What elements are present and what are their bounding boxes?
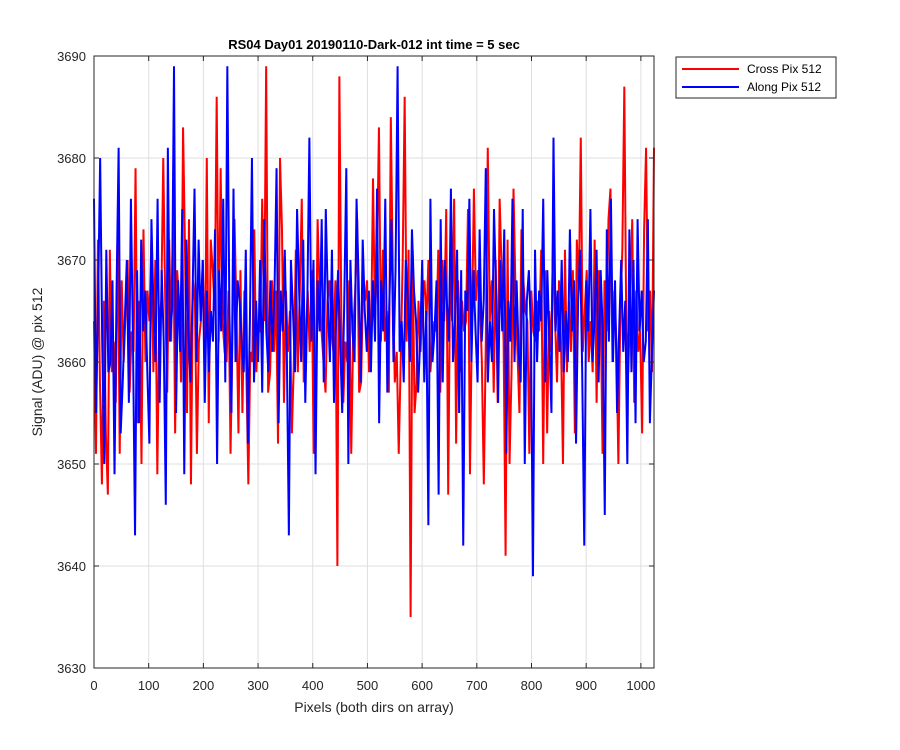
x-tick-label: 700 (466, 678, 488, 693)
x-tick-label: 600 (411, 678, 433, 693)
y-tick-label: 3660 (57, 355, 86, 370)
x-tick-label: 300 (247, 678, 269, 693)
x-tick-label: 100 (138, 678, 160, 693)
y-tick-label: 3690 (57, 49, 86, 64)
y-tick-label: 3630 (57, 661, 86, 676)
y-axis-label: Signal (ADU) @ pix 512 (29, 287, 45, 436)
series-line-along-pix (93, 66, 655, 577)
x-tick-label: 900 (575, 678, 597, 693)
y-tick-label: 3670 (57, 253, 86, 268)
x-tick-label: 500 (357, 678, 379, 693)
ticks (93, 55, 654, 669)
legend: Cross Pix 512 Along Pix 512 (675, 56, 837, 99)
legend-box (675, 56, 837, 99)
chart-title: RS04 Day01 20190110-Dark-012 int time = … (228, 37, 520, 52)
x-tick-label: 0 (90, 678, 97, 693)
y-tick-label: 3680 (57, 151, 86, 166)
y-tick-label: 3650 (57, 457, 86, 472)
x-axis-label: Pixels (both dirs on array) (294, 699, 454, 715)
legend-label-along: Along Pix 512 (747, 80, 821, 94)
x-tick-labels: 0 100 200 300 400 500 600 700 800 900 1000 (90, 678, 655, 693)
x-tick-label: 200 (193, 678, 215, 693)
y-tick-label: 3640 (57, 559, 86, 574)
x-tick-label: 400 (302, 678, 324, 693)
series-layer (93, 66, 655, 618)
legend-label-cross: Cross Pix 512 (747, 62, 822, 76)
x-tick-label: 800 (521, 678, 543, 693)
y-tick-labels: 3630 3640 3650 3660 3670 3680 3690 (57, 49, 86, 676)
x-tick-label: 1000 (626, 678, 655, 693)
